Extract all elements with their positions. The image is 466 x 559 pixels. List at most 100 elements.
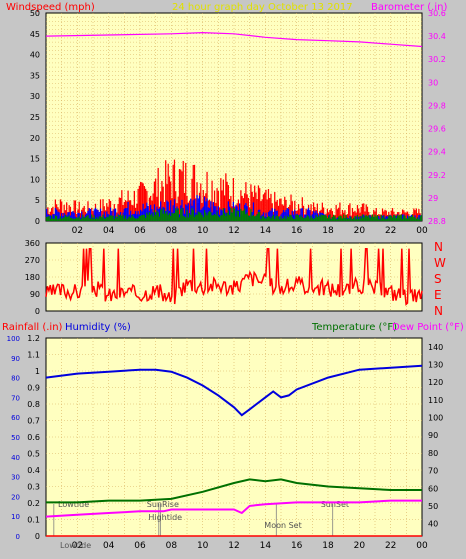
wind-bar bbox=[127, 201, 129, 221]
wind-bar bbox=[266, 199, 268, 221]
wind-bar bbox=[223, 195, 226, 221]
wind-bar bbox=[56, 215, 58, 221]
wind-bar bbox=[66, 216, 68, 221]
wind-bar bbox=[334, 216, 336, 221]
wind-bar bbox=[360, 218, 362, 221]
wind-bar bbox=[317, 215, 320, 221]
wind-bar bbox=[197, 198, 199, 221]
x-tick-label: 20 bbox=[354, 541, 366, 551]
y-tick-label: 35 bbox=[30, 71, 40, 80]
wind-bar bbox=[114, 215, 117, 221]
wind-bar bbox=[213, 213, 216, 221]
wind-bar bbox=[366, 216, 369, 221]
wind-bar bbox=[218, 207, 221, 221]
wind-bar bbox=[236, 210, 238, 221]
wind-bar bbox=[186, 209, 188, 221]
wind-bar bbox=[373, 217, 375, 221]
wind-bar bbox=[290, 214, 292, 221]
wind-bar bbox=[341, 218, 344, 221]
wind-bar bbox=[299, 217, 301, 221]
y-tick-label: 50 bbox=[11, 434, 20, 442]
y-tick-label: 1.2 bbox=[27, 334, 40, 343]
wind-bar bbox=[225, 173, 227, 221]
wind-bar bbox=[170, 200, 172, 221]
wind-bar bbox=[183, 216, 186, 221]
wind-bar bbox=[276, 199, 278, 221]
wind-bar bbox=[344, 210, 346, 221]
x-tick-label: 18 bbox=[322, 541, 334, 551]
wind-bar bbox=[405, 212, 407, 221]
wind-bar bbox=[167, 163, 169, 221]
y-tick-label: 10 bbox=[11, 513, 20, 521]
wind-bar bbox=[280, 198, 282, 221]
wind-bar bbox=[88, 218, 90, 221]
x-tick-label: 18 bbox=[322, 226, 334, 236]
wind-bar bbox=[275, 216, 277, 221]
wind-bar bbox=[272, 214, 275, 221]
wind-bar bbox=[281, 212, 283, 221]
wind-bar bbox=[389, 215, 391, 221]
wind-bar bbox=[132, 205, 134, 221]
x-tick-label: 06 bbox=[134, 226, 146, 236]
wind-bar bbox=[143, 214, 146, 221]
wind-bar bbox=[383, 215, 385, 221]
wind-bar bbox=[267, 216, 270, 221]
windspeed-axis-label: Windspeed (mph) bbox=[6, 2, 95, 13]
x-tick-label: 00 bbox=[416, 226, 428, 236]
wind-bar bbox=[290, 194, 292, 221]
wind-bar bbox=[155, 214, 157, 221]
wind-bar bbox=[395, 218, 397, 221]
wind-bar bbox=[155, 178, 157, 221]
wind-bar bbox=[339, 215, 341, 221]
wind-bar bbox=[101, 217, 103, 221]
wind-bar bbox=[77, 217, 79, 221]
wind-bar bbox=[375, 208, 377, 221]
wind-bar bbox=[216, 188, 218, 221]
wind-bar bbox=[355, 216, 357, 221]
wind-bar bbox=[297, 204, 300, 221]
wind-bar bbox=[408, 216, 410, 221]
y-tick-label: 30 bbox=[30, 92, 40, 101]
wind-bar bbox=[358, 219, 360, 221]
wind-bar bbox=[391, 208, 394, 221]
wind-bar bbox=[295, 214, 297, 221]
wind-bar bbox=[291, 217, 293, 221]
wind-bar bbox=[81, 218, 83, 221]
y-tick-label: 1.1 bbox=[27, 351, 40, 360]
wind-bar bbox=[287, 208, 290, 221]
wind-bar bbox=[46, 208, 48, 221]
wind-bar bbox=[269, 210, 271, 221]
wind-bar bbox=[237, 210, 240, 221]
direction-label-e: E bbox=[434, 288, 442, 302]
wind-bar bbox=[274, 192, 276, 221]
wind-bar bbox=[94, 207, 97, 221]
wind-bar bbox=[133, 217, 135, 221]
wind-bar bbox=[168, 176, 171, 221]
wind-bar bbox=[128, 216, 130, 221]
wind-bar bbox=[151, 213, 153, 221]
wind-bar bbox=[133, 190, 135, 221]
wind-bar bbox=[316, 216, 318, 221]
wind-direction-line bbox=[45, 247, 423, 306]
wind-bar bbox=[254, 185, 256, 221]
wind-bar bbox=[141, 215, 143, 221]
y-tick-label: 120 bbox=[428, 378, 443, 387]
wind-bar bbox=[171, 198, 173, 221]
x-tick-label: 02 bbox=[72, 226, 83, 236]
wind-bar bbox=[67, 216, 69, 221]
wind-bar bbox=[333, 214, 335, 221]
wind-bar bbox=[416, 217, 419, 221]
wind-bar bbox=[162, 186, 164, 221]
wind-bar bbox=[349, 218, 351, 221]
y-tick-label: 10 bbox=[30, 175, 40, 184]
wind-bar bbox=[118, 216, 120, 221]
wind-bar bbox=[190, 198, 192, 221]
wind-bar bbox=[133, 213, 135, 221]
wind-bar bbox=[107, 206, 109, 221]
wind-bar bbox=[282, 210, 285, 221]
wind-bar bbox=[336, 219, 339, 221]
wind-bar bbox=[220, 215, 222, 221]
event-marker-label: SunSet bbox=[321, 500, 349, 509]
wind-bar bbox=[280, 216, 282, 221]
